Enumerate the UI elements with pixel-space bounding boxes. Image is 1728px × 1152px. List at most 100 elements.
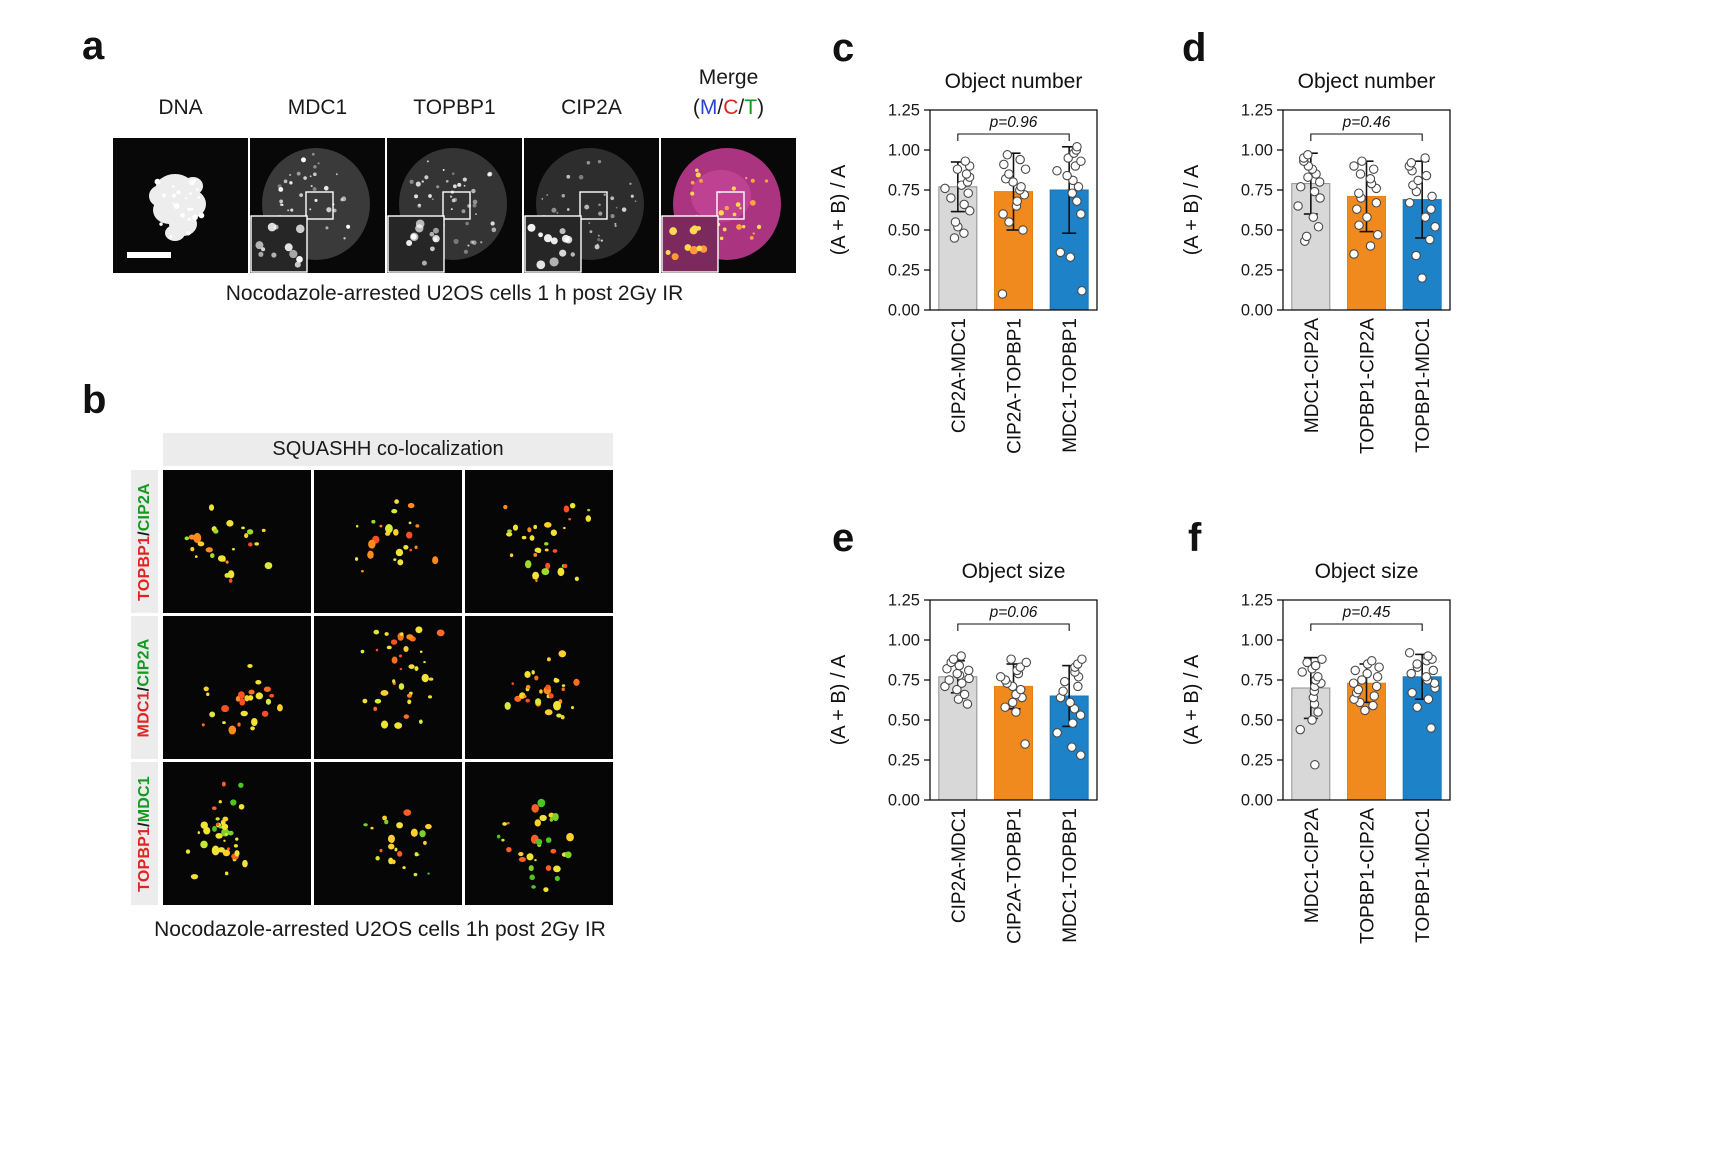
- coloc-cell: [465, 470, 613, 613]
- coloc-spot: [217, 555, 226, 562]
- coloc-spot: [394, 847, 398, 852]
- data-point: [1313, 222, 1324, 232]
- coloc-spot: [406, 693, 412, 698]
- coloc-spot: [228, 578, 233, 583]
- coloc-spot: [560, 715, 565, 720]
- y-tick-label: 1.25: [1241, 102, 1273, 120]
- y-tick-label: 0.50: [1241, 712, 1273, 730]
- data-point: [1404, 198, 1415, 208]
- data-point: [1369, 691, 1379, 701]
- inset: [661, 215, 719, 273]
- coloc-spot: [233, 844, 239, 848]
- coloc-spot: [543, 887, 549, 893]
- coloc-spot: [360, 649, 365, 654]
- row-label-separator: /: [135, 686, 153, 691]
- coloc-spot: [541, 568, 550, 576]
- coloc-spot: [531, 803, 539, 813]
- data-point: [1352, 204, 1362, 214]
- row-label-second: CIP2A: [135, 482, 153, 531]
- data-point: [963, 665, 974, 676]
- coloc-spot: [534, 859, 537, 862]
- coloc-spot: [531, 885, 536, 889]
- coloc-spot: [425, 824, 432, 830]
- coloc-spot: [188, 534, 196, 540]
- coloc-spot: [384, 632, 389, 636]
- coloc-spot: [200, 840, 208, 849]
- coloc-spot: [514, 695, 522, 702]
- data-point: [1011, 707, 1021, 717]
- coloc-spot: [563, 505, 570, 513]
- panel-letter-b: b: [82, 378, 107, 422]
- data-point: [1002, 150, 1013, 160]
- coloc-spot: [228, 725, 237, 735]
- micrograph-topbp1: [387, 148, 507, 273]
- channel-label-dna: DNA: [158, 96, 203, 119]
- data-point: [1354, 220, 1364, 230]
- coloc-spot: [218, 800, 222, 804]
- coloc-spot: [393, 558, 397, 562]
- coloc-spot: [222, 721, 226, 725]
- coloc-spot: [537, 798, 546, 808]
- coloc-spot: [255, 679, 262, 685]
- coloc-spot: [250, 726, 255, 731]
- coloc-spot: [231, 548, 236, 551]
- data-point: [1297, 667, 1307, 677]
- y-tick-label: 0.75: [888, 182, 920, 200]
- coloc-spot: [221, 705, 230, 713]
- data-point: [952, 684, 962, 695]
- coloc-cell: [163, 616, 311, 759]
- coloc-spot: [406, 634, 414, 640]
- coloc-spot: [561, 687, 565, 692]
- data-point: [1374, 662, 1384, 672]
- coloc-spot: [496, 834, 501, 839]
- data-point: [1420, 212, 1431, 222]
- significance-bracket: [957, 133, 1070, 141]
- data-point: [1069, 704, 1080, 714]
- y-tick-label: 0.25: [888, 262, 920, 280]
- panel-letter-e: e: [832, 516, 855, 560]
- coloc-spot: [194, 555, 198, 558]
- coloc-spot: [277, 704, 283, 712]
- coloc-spot: [525, 684, 531, 690]
- coloc-spot: [547, 686, 551, 690]
- chart-title: Object number: [1298, 70, 1436, 93]
- coloc-spot: [362, 698, 368, 704]
- coloc-spot: [544, 521, 552, 528]
- coloc-cell: [465, 616, 613, 759]
- data-point: [1004, 217, 1014, 227]
- coloc-spot: [394, 722, 403, 729]
- data-point: [1065, 252, 1076, 262]
- data-point: [952, 164, 963, 174]
- coloc-spot: [391, 509, 398, 514]
- y-tick-label: 0.00: [1241, 792, 1273, 810]
- micrograph-merge: [661, 148, 781, 273]
- data-point: [1018, 225, 1028, 235]
- coloc-spot: [238, 803, 245, 810]
- row-label-first: TOPBP1: [135, 826, 153, 892]
- data-point: [1020, 739, 1030, 749]
- coloc-spot: [391, 656, 398, 664]
- coloc-spot: [386, 645, 392, 650]
- coloc-spot: [511, 682, 514, 685]
- data-point: [950, 217, 961, 227]
- coloc-spot: [380, 689, 389, 696]
- row-label-second: MDC1: [135, 775, 153, 822]
- coloc-spot: [392, 679, 396, 684]
- coloc-spot: [237, 722, 241, 727]
- channel-label-topbp1: TOPBP1: [413, 96, 496, 119]
- coloc-spot: [534, 675, 539, 681]
- y-axis-label: (A + B) / A: [828, 164, 850, 255]
- y-axis-label: (A + B) / A: [828, 654, 850, 745]
- p-value-label: p=0.46: [1342, 114, 1391, 131]
- coloc-spot: [533, 553, 538, 557]
- panel-letter-a: a: [82, 24, 105, 68]
- coloc-spot: [261, 528, 266, 533]
- coloc-spot: [403, 809, 412, 816]
- coloc-spot: [367, 550, 374, 559]
- coloc-spot: [574, 576, 579, 582]
- row-label-topbp1-cip2a: TOPBP1/CIP2A: [131, 470, 158, 613]
- coloc-spot: [432, 556, 439, 565]
- coloc-spot: [265, 698, 272, 705]
- data-point: [956, 651, 966, 661]
